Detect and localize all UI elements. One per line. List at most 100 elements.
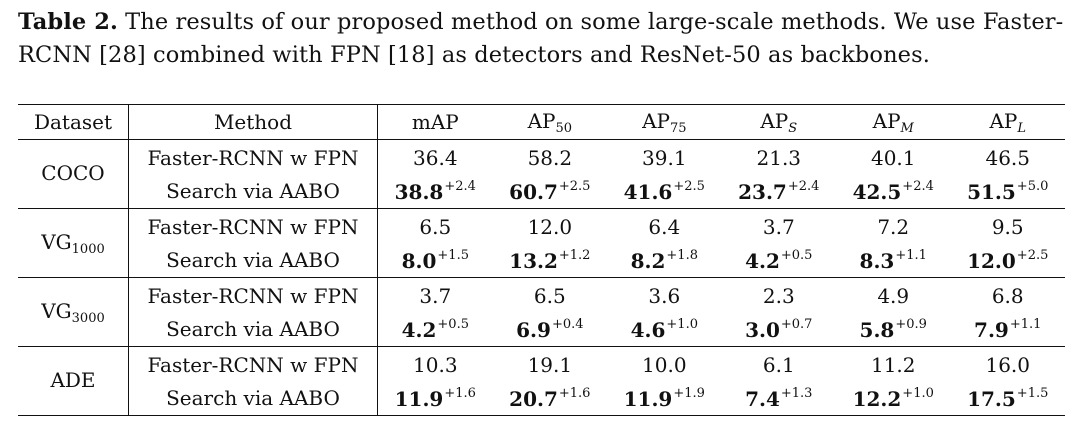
value-cell: 6.5: [533, 283, 566, 308]
value-cell: 3.7: [419, 283, 452, 308]
value-cell: 11.9+1.6: [377, 381, 493, 416]
table-row: ADE Faster-RCNN w FPN 10.3 19.1 10.0 6.1 11.2 1…: [18, 346, 1065, 416]
bold-value: 4.2: [745, 248, 780, 273]
caption-label: Table 2.: [18, 9, 118, 35]
delta-value: +2.4: [902, 178, 934, 194]
delta-value: +2.5: [558, 178, 591, 194]
value-cell: 6.8: [991, 283, 1024, 308]
delta-value: +2.5: [673, 178, 705, 194]
method-cell: Faster-RCNN w FPN: [128, 277, 378, 313]
value-cell: 36.4: [413, 145, 458, 170]
delta-value: +1.6: [558, 385, 591, 401]
value-cell: 20.7+1.6: [492, 381, 608, 416]
header-dataset: Dataset: [18, 104, 129, 140]
header-ap75: AP75: [607, 104, 722, 140]
value-cell: 2.3: [762, 283, 795, 308]
value-cell: 40.1: [870, 145, 916, 170]
bold-value: 8.2: [630, 248, 666, 273]
bold-value: 23.7: [738, 179, 787, 204]
method-cell: Search via AABO: [128, 243, 378, 278]
method-cell: Faster-RCNN w FPN: [128, 208, 378, 244]
delta-value: +2.4: [787, 178, 820, 194]
bold-value: 7.9: [974, 317, 1009, 342]
value-cell: 39.1: [642, 145, 687, 170]
delta-value: +1.0: [902, 385, 934, 401]
value-cell: 58.2: [527, 145, 573, 170]
delta-value: +1.9: [673, 385, 705, 401]
value-cell: 7.2: [877, 214, 910, 239]
bold-value: 13.2: [509, 248, 558, 273]
value-cell: 4.6+1.0: [607, 312, 722, 347]
value-cell: 42.5+2.4: [836, 174, 951, 209]
value-cell: 7.9+1.1: [950, 312, 1065, 347]
table-row: Search via AABO 8.0+1.5 13.2+1.2 8.2+1.8 4.2…: [18, 243, 1065, 278]
delta-value: +5.0: [1016, 178, 1049, 194]
results-table: Dataset Method mAP AP50 AP75 APS APM APL…: [18, 104, 1065, 416]
bold-value: 8.3: [859, 248, 895, 273]
method-cell: Search via AABO: [128, 174, 378, 209]
delta-value: +1.6: [444, 385, 476, 401]
value-cell: 8.0+1.5: [377, 243, 493, 278]
value-cell: 4.2+0.5: [377, 312, 493, 347]
header-ap50: AP50: [492, 104, 608, 140]
value-cell: 8.3+1.1: [836, 243, 951, 278]
delta-value: +1.5: [437, 247, 469, 263]
bold-value: 4.2: [401, 317, 437, 342]
value-cell: 12.2+1.0: [836, 381, 951, 416]
table-row: VG3000 Faster-RCNN w FPN 3.7 6.5 3.6 2.3 4.9 6.…: [18, 277, 1065, 347]
value-cell: 8.2+1.8: [607, 243, 722, 278]
value-cell: 3.6: [648, 283, 681, 308]
table-caption: Table 2. The results of our proposed met…: [18, 6, 1068, 72]
value-cell: 13.2+1.2: [492, 243, 608, 278]
bold-value: 51.5: [967, 179, 1016, 204]
delta-value: +1.3: [780, 385, 813, 401]
bold-value: 8.0: [401, 248, 437, 273]
dataset-cell: VG3000: [18, 277, 129, 347]
table-row: COCO Faster-RCNN w FPN 36.4 58.2 39.1 21.3 40.…: [18, 139, 1065, 209]
bold-value: 11.9: [623, 386, 673, 411]
bold-value: 12.0: [967, 248, 1016, 273]
dataset-cell: VG1000: [18, 208, 129, 278]
value-cell: 10.3: [413, 352, 458, 377]
value-cell: 60.7+2.5: [492, 174, 608, 209]
dataset-cell: ADE: [18, 346, 129, 416]
value-cell: 11.9+1.9: [607, 381, 722, 416]
delta-value: +1.5: [1016, 385, 1049, 401]
bold-value: 60.7: [509, 179, 558, 204]
value-cell: 4.9: [877, 283, 910, 308]
bold-value: 6.9: [516, 317, 551, 342]
bold-value: 7.4: [745, 386, 780, 411]
bold-value: 41.6: [623, 179, 673, 204]
value-cell: 38.8+2.4: [377, 174, 493, 209]
value-cell: 3.0+0.7: [721, 312, 836, 347]
value-cell: 6.5: [419, 214, 452, 239]
value-cell: 19.1: [527, 352, 573, 377]
header-method: Method: [128, 104, 378, 140]
bold-value: 20.7: [509, 386, 558, 411]
table-row: Search via AABO 11.9+1.6 20.7+1.6 11.9+1.9 7…: [18, 381, 1065, 416]
table-row: VG1000 Faster-RCNN w FPN 6.5 12.0 6.4 3.7 7.2 9…: [18, 208, 1065, 278]
bold-value: 42.5: [852, 179, 902, 204]
bold-value: 38.8: [394, 179, 444, 204]
value-cell: 41.6+2.5: [607, 174, 722, 209]
header-row: Dataset Method mAP AP50 AP75 APS APM APL: [18, 104, 1065, 140]
delta-value: +0.5: [780, 247, 813, 263]
delta-value: +1.0: [666, 316, 698, 332]
caption-text: The results of our proposed method on so…: [18, 9, 1064, 68]
value-cell: 11.2: [870, 352, 916, 377]
delta-value: +2.5: [1016, 247, 1049, 263]
method-cell: Search via AABO: [128, 312, 378, 347]
delta-value: +1.2: [558, 247, 591, 263]
header-map: mAP: [377, 104, 493, 140]
delta-value: +0.9: [895, 316, 927, 332]
value-cell: 7.4+1.3: [721, 381, 836, 416]
method-cell: Search via AABO: [128, 381, 378, 416]
bold-value: 5.8: [859, 317, 895, 342]
value-cell: 5.8+0.9: [836, 312, 951, 347]
header-apm: APM: [836, 104, 951, 140]
header-apl: APL: [950, 104, 1065, 140]
table-row: Search via AABO 4.2+0.5 6.9+0.4 4.6+1.0 3.0+…: [18, 312, 1065, 347]
value-cell: 51.5+5.0: [950, 174, 1065, 209]
value-cell: 4.2+0.5: [721, 243, 836, 278]
delta-value: +1.1: [895, 247, 927, 263]
